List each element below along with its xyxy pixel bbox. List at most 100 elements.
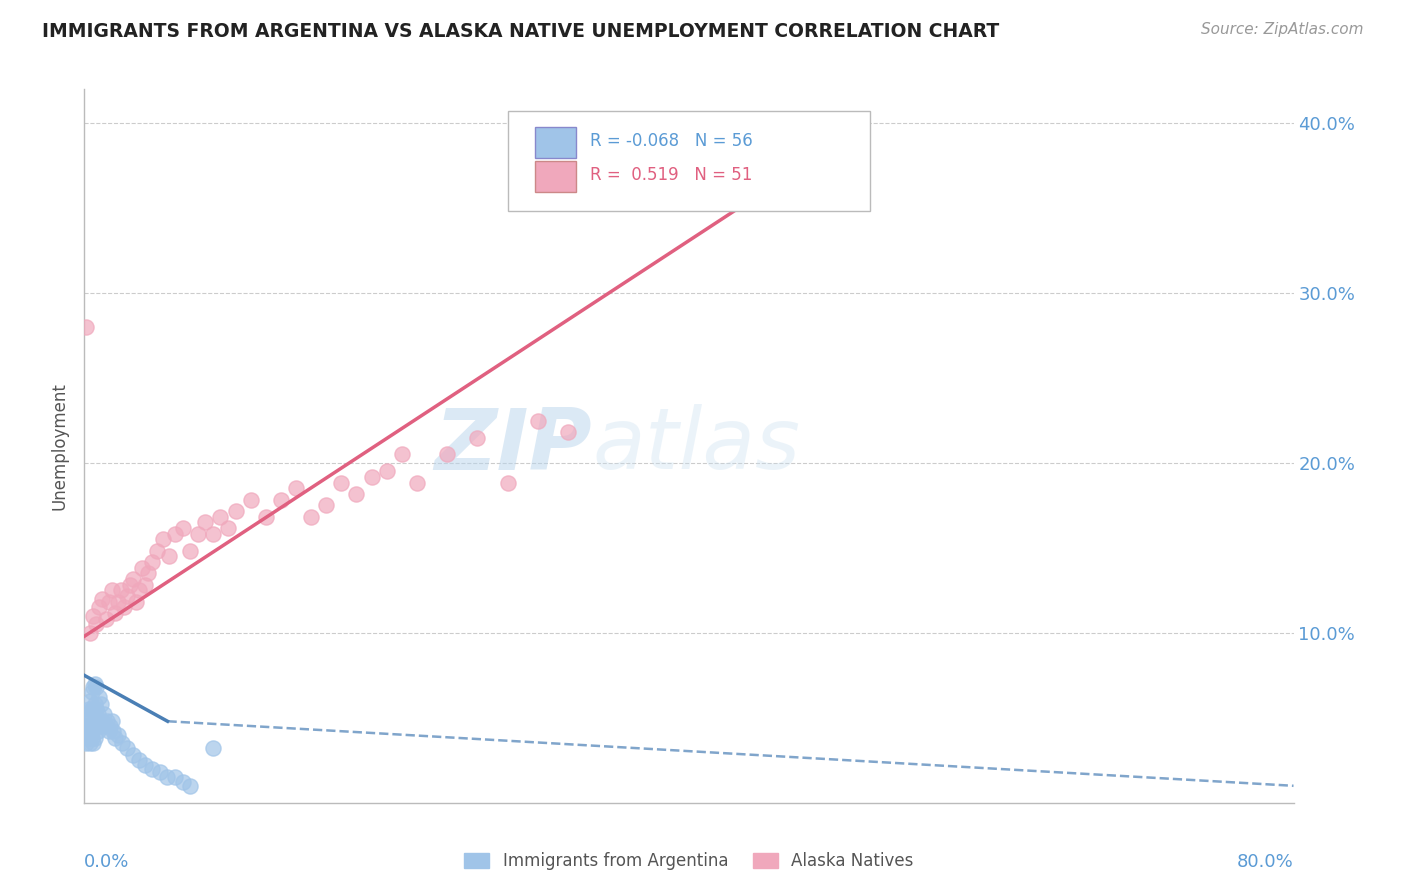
Point — [84, 677, 107, 691]
Point — [187, 527, 209, 541]
Text: IMMIGRANTS FROM ARGENTINA VS ALASKA NATIVE UNEMPLOYMENT CORRELATION CHART: IMMIGRANTS FROM ARGENTINA VS ALASKA NATI… — [42, 22, 1000, 41]
Text: R = -0.068   N = 56: R = -0.068 N = 56 — [589, 132, 752, 150]
Point — [107, 595, 129, 609]
Point — [93, 707, 115, 722]
Point — [360, 469, 382, 483]
Point — [82, 721, 104, 735]
Point — [152, 533, 174, 547]
Point — [75, 736, 97, 750]
Point — [194, 516, 217, 530]
Point — [141, 555, 163, 569]
Point — [134, 578, 156, 592]
Point — [136, 566, 159, 581]
Point — [91, 714, 114, 729]
Point — [270, 493, 292, 508]
Point — [115, 741, 138, 756]
Point — [527, 413, 550, 427]
Point — [80, 731, 103, 746]
Point — [146, 544, 169, 558]
Point — [84, 698, 107, 712]
Point — [90, 698, 112, 712]
FancyBboxPatch shape — [508, 111, 870, 211]
Point — [110, 583, 132, 598]
Point — [86, 719, 108, 733]
Point — [156, 770, 179, 784]
Point — [557, 425, 579, 440]
Point — [111, 736, 134, 750]
Point — [115, 589, 138, 603]
Point — [128, 583, 150, 598]
Point — [285, 482, 308, 496]
Point — [496, 476, 519, 491]
Point — [346, 486, 368, 500]
Point — [79, 626, 101, 640]
Point — [76, 711, 98, 725]
Point — [89, 714, 111, 729]
Point — [86, 617, 108, 632]
Point — [467, 430, 489, 444]
Point — [79, 707, 101, 722]
Point — [315, 499, 337, 513]
Text: atlas: atlas — [592, 404, 800, 488]
Point — [201, 527, 224, 541]
Point — [80, 685, 103, 699]
Point — [172, 775, 194, 789]
Point — [79, 694, 101, 708]
Point — [91, 591, 114, 606]
Point — [75, 728, 97, 742]
Point — [239, 493, 262, 508]
Point — [330, 476, 353, 491]
Point — [82, 736, 104, 750]
Point — [107, 728, 129, 742]
Point — [82, 702, 104, 716]
Point — [209, 510, 232, 524]
Point — [87, 707, 110, 722]
Point — [87, 724, 110, 739]
Text: R =  0.519   N = 51: R = 0.519 N = 51 — [589, 166, 752, 184]
Point — [254, 510, 277, 524]
Point — [125, 595, 148, 609]
Point — [98, 719, 121, 733]
Point — [100, 583, 122, 598]
Point — [82, 680, 104, 694]
Text: Source: ZipAtlas.com: Source: ZipAtlas.com — [1201, 22, 1364, 37]
Point — [141, 762, 163, 776]
Point — [134, 758, 156, 772]
Point — [391, 448, 413, 462]
Point — [100, 714, 122, 729]
Text: ZIP: ZIP — [434, 404, 592, 488]
Point — [112, 600, 135, 615]
Point — [82, 608, 104, 623]
FancyBboxPatch shape — [536, 161, 576, 192]
Legend: Immigrants from Argentina, Alaska Natives: Immigrants from Argentina, Alaska Native… — [457, 846, 921, 877]
Point — [225, 503, 247, 517]
Point — [165, 527, 187, 541]
Point — [121, 572, 143, 586]
Point — [84, 731, 107, 746]
Point — [406, 476, 429, 491]
Point — [80, 702, 103, 716]
Point — [94, 612, 117, 626]
Point — [101, 724, 124, 739]
Point — [149, 765, 172, 780]
Point — [121, 748, 143, 763]
Point — [79, 736, 101, 750]
Point — [76, 719, 98, 733]
Point — [131, 561, 153, 575]
Point — [375, 465, 398, 479]
Point — [118, 578, 141, 592]
FancyBboxPatch shape — [536, 127, 576, 159]
Point — [89, 690, 111, 705]
Point — [75, 320, 97, 334]
Y-axis label: Unemployment: Unemployment — [51, 382, 69, 510]
Point — [86, 680, 108, 694]
Point — [299, 510, 322, 524]
Point — [79, 721, 101, 735]
Point — [179, 779, 201, 793]
Point — [94, 719, 117, 733]
Text: 0.0%: 0.0% — [84, 853, 129, 871]
Point — [104, 606, 127, 620]
Point — [77, 724, 100, 739]
Point — [157, 549, 180, 564]
Point — [96, 714, 118, 729]
